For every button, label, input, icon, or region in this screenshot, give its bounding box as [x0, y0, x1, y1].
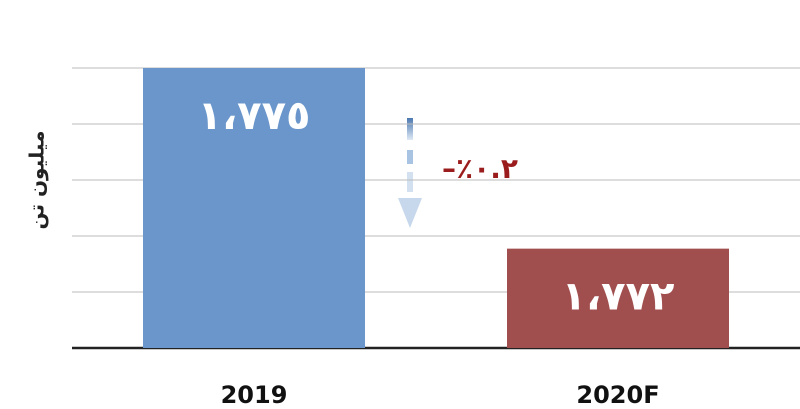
decrease-arrow [398, 118, 422, 228]
x-tick-label: 2019 [221, 381, 288, 409]
bar [507, 248, 729, 348]
y-axis-label: میلیون تن [25, 131, 49, 230]
bar [143, 68, 365, 348]
value-label: ١،٧٧٢ [562, 274, 675, 320]
value-label: ١،٧٧٥ [198, 93, 311, 139]
x-tick-label: 2020F [576, 381, 659, 409]
